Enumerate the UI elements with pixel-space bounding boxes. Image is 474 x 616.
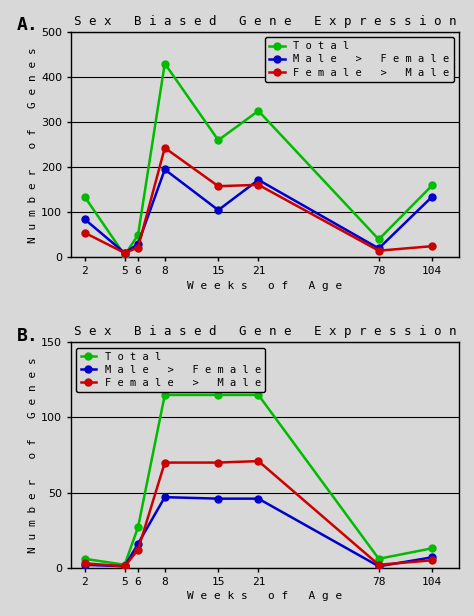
- M a l e   >   F e m a l e: [216, 206, 221, 214]
- Line: M a l e   >   F e m a l e: M a l e > F e m a l e: [81, 493, 436, 570]
- F e m a l e   >   M a l e: [162, 459, 168, 466]
- M a l e   >   F e m a l e: [429, 193, 435, 200]
- Text: A.: A.: [17, 16, 38, 34]
- F e m a l e   >   M a l e: [122, 562, 128, 570]
- F e m a l e   >   M a l e: [376, 561, 382, 569]
- T o t a l: [135, 524, 141, 531]
- F e m a l e   >   M a l e: [216, 459, 221, 466]
- F e m a l e   >   M a l e: [162, 144, 168, 152]
- Text: B.: B.: [17, 326, 38, 344]
- M a l e   >   F e m a l e: [162, 493, 168, 501]
- M a l e   >   F e m a l e: [429, 554, 435, 561]
- T o t a l: [162, 391, 168, 399]
- Y-axis label: N u m b e r   o f   G e n e s: N u m b e r o f G e n e s: [28, 47, 38, 243]
- T o t a l: [255, 391, 261, 399]
- M a l e   >   F e m a l e: [135, 540, 141, 548]
- T o t a l: [216, 391, 221, 399]
- X-axis label: W e e k s   o f   A g e: W e e k s o f A g e: [187, 281, 343, 291]
- Title: S e x   B i a s e d   G e n e   E x p r e s s i o n: S e x B i a s e d G e n e E x p r e s s …: [74, 15, 456, 28]
- M a l e   >   F e m a l e: [255, 495, 261, 503]
- F e m a l e   >   M a l e: [135, 546, 141, 553]
- T o t a l: [429, 545, 435, 552]
- F e m a l e   >   M a l e: [82, 229, 87, 237]
- F e m a l e   >   M a l e: [255, 457, 261, 464]
- M a l e   >   F e m a l e: [376, 562, 382, 570]
- F e m a l e   >   M a l e: [216, 182, 221, 190]
- Legend: T o t a l, M a l e   >   F e m a l e, F e m a l e   >   M a l e: T o t a l, M a l e > F e m a l e, F e m …: [76, 347, 265, 392]
- T o t a l: [255, 107, 261, 115]
- F e m a l e   >   M a l e: [82, 559, 87, 567]
- F e m a l e   >   M a l e: [122, 249, 128, 257]
- T o t a l: [376, 555, 382, 562]
- M a l e   >   F e m a l e: [216, 495, 221, 503]
- T o t a l: [82, 193, 87, 200]
- T o t a l: [429, 182, 435, 189]
- M a l e   >   F e m a l e: [82, 561, 87, 569]
- F e m a l e   >   M a l e: [429, 243, 435, 250]
- T o t a l: [376, 236, 382, 243]
- Title: S e x   B i a s e d   G e n e   E x p r e s s i o n: S e x B i a s e d G e n e E x p r e s s …: [74, 325, 456, 338]
- M a l e   >   F e m a l e: [162, 166, 168, 173]
- T o t a l: [122, 561, 128, 569]
- M a l e   >   F e m a l e: [376, 245, 382, 252]
- Line: F e m a l e   >   M a l e: F e m a l e > M a l e: [81, 458, 436, 570]
- M a l e   >   F e m a l e: [135, 240, 141, 248]
- F e m a l e   >   M a l e: [255, 181, 261, 188]
- T o t a l: [82, 555, 87, 562]
- Y-axis label: N u m b e r   o f   G e n e s: N u m b e r o f G e n e s: [28, 357, 38, 553]
- M a l e   >   F e m a l e: [122, 562, 128, 570]
- F e m a l e   >   M a l e: [135, 244, 141, 251]
- F e m a l e   >   M a l e: [429, 557, 435, 564]
- Legend: T o t a l, M a l e   >   F e m a l e, F e m a l e   >   M a l e: T o t a l, M a l e > F e m a l e, F e m …: [265, 37, 454, 82]
- Line: T o t a l: T o t a l: [81, 60, 436, 259]
- T o t a l: [135, 231, 141, 238]
- T o t a l: [122, 251, 128, 259]
- Line: M a l e   >   F e m a l e: M a l e > F e m a l e: [81, 166, 436, 256]
- M a l e   >   F e m a l e: [122, 249, 128, 257]
- M a l e   >   F e m a l e: [82, 216, 87, 223]
- T o t a l: [162, 60, 168, 67]
- M a l e   >   F e m a l e: [255, 176, 261, 184]
- T o t a l: [216, 137, 221, 144]
- X-axis label: W e e k s   o f   A g e: W e e k s o f A g e: [187, 591, 343, 601]
- F e m a l e   >   M a l e: [376, 247, 382, 254]
- Line: T o t a l: T o t a l: [81, 391, 436, 569]
- Line: F e m a l e   >   M a l e: F e m a l e > M a l e: [81, 144, 436, 256]
